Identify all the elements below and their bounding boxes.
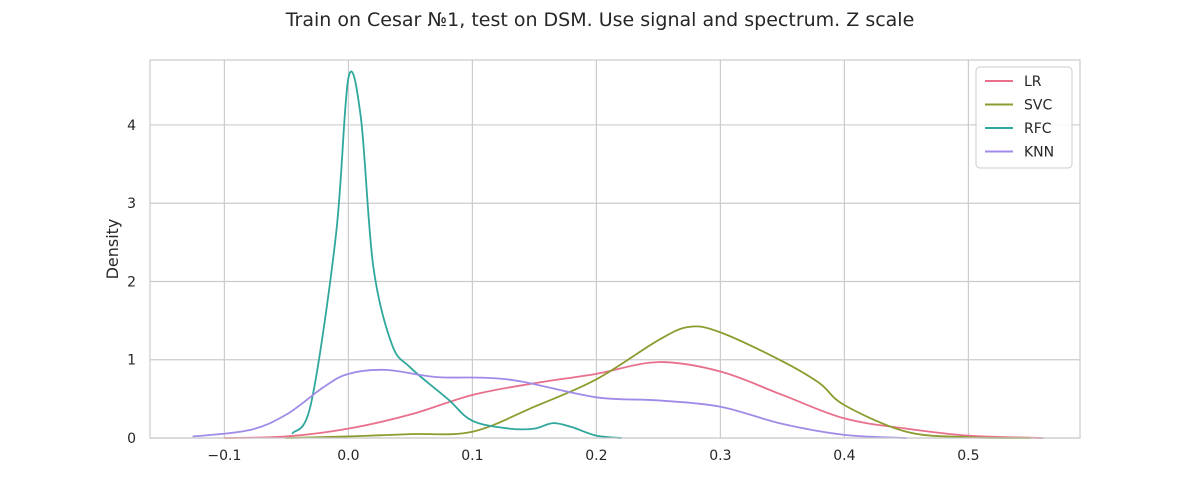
series-line-rfc: [291, 70, 623, 439]
x-axis-ticks: −0.1 0.0 0.1 0.2 0.3 0.4 0.5: [207, 448, 979, 464]
x-tick-label: −0.1: [207, 448, 241, 464]
y-axis-label: Density: [103, 219, 122, 280]
x-tick-label: 0.0: [337, 448, 359, 464]
legend: LR SVC RFC KNN: [975, 66, 1073, 169]
x-tick-label: 0.3: [709, 448, 731, 464]
legend-box: [975, 66, 1073, 169]
series-line-knn: [192, 368, 908, 439]
y-tick-label: 0: [127, 431, 136, 447]
grid: [150, 60, 1080, 439]
y-axis-ticks: 0 1 2 3 4: [127, 118, 136, 447]
series-line-lr: [223, 361, 1044, 439]
plot-frame: [149, 59, 1081, 439]
y-tick-label: 1: [127, 353, 136, 369]
legend-label-rfc: RFC: [1024, 121, 1052, 137]
x-tick-label: 0.2: [585, 448, 607, 464]
y-tick-label: 3: [127, 196, 136, 212]
legend-label-knn: KNN: [1024, 145, 1054, 161]
chart-title: Train on Cesar №1, test on DSM. Use sign…: [285, 9, 915, 31]
series-line-svc: [285, 325, 1032, 439]
x-tick-label: 0.1: [461, 448, 483, 464]
y-tick-label: 2: [127, 274, 136, 290]
legend-label-svc: SVC: [1024, 98, 1052, 114]
x-tick-label: 0.5: [957, 448, 979, 464]
y-tick-label: 4: [127, 118, 136, 134]
series-lines: [192, 70, 1044, 439]
legend-items: LR SVC RFC KNN: [985, 74, 1054, 161]
legend-label-lr: LR: [1024, 74, 1042, 90]
x-tick-label: 0.4: [833, 448, 855, 464]
